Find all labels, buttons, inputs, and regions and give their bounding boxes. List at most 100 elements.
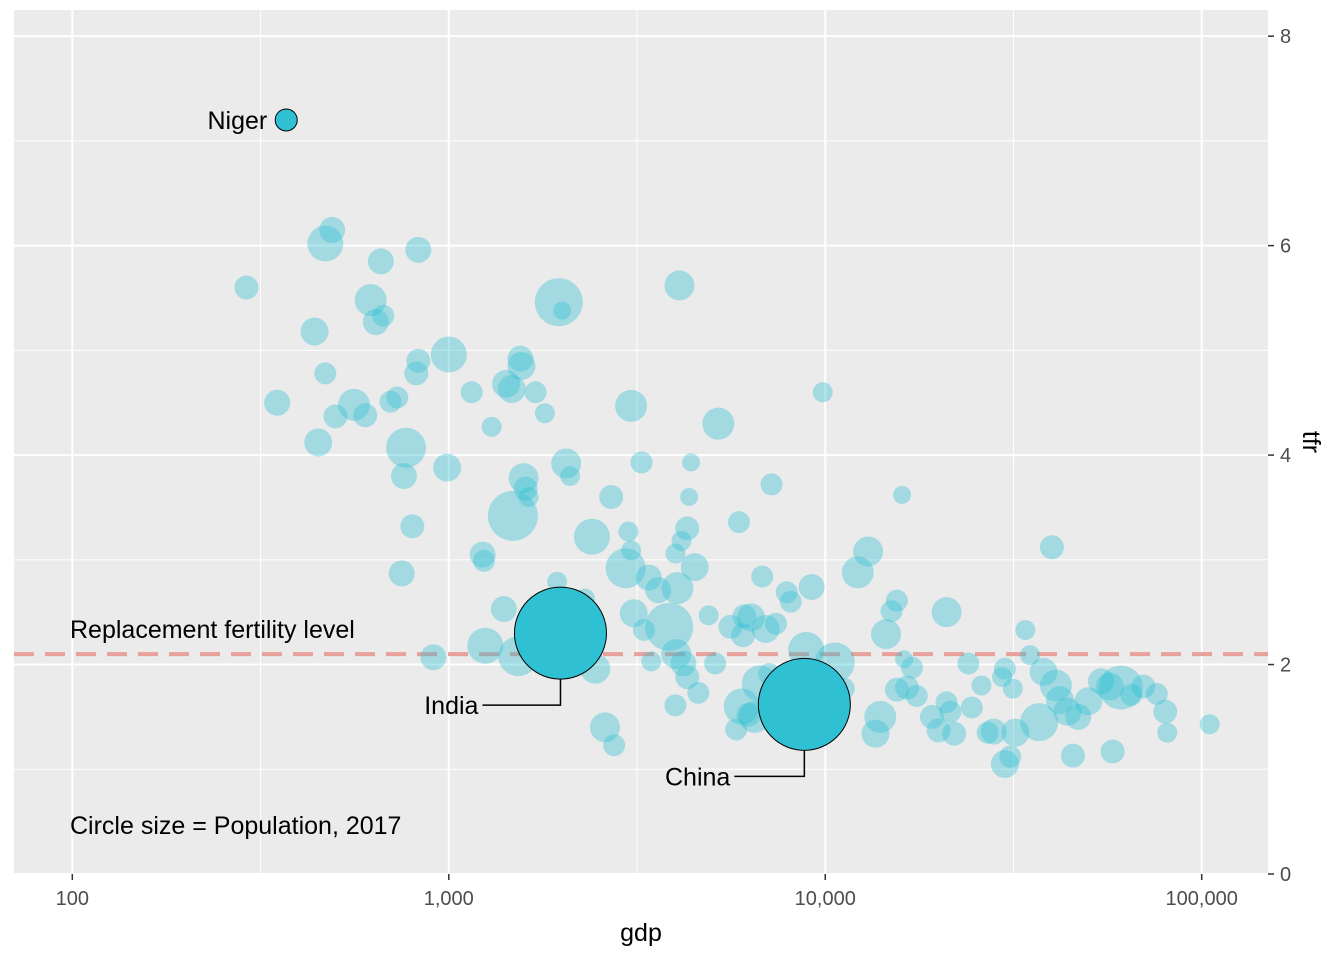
country-point	[573, 518, 610, 555]
y-tick-label: 0	[1280, 864, 1291, 886]
country-point	[853, 536, 884, 567]
country-point	[999, 745, 1022, 768]
country-point	[731, 623, 756, 648]
x-tick-label: 100	[56, 888, 89, 910]
country-point	[779, 590, 802, 613]
country-point	[314, 362, 337, 385]
country-point	[725, 718, 748, 741]
country-point	[534, 278, 583, 327]
country-point	[675, 516, 700, 541]
country-point	[487, 490, 538, 541]
y-tick-label: 8	[1280, 26, 1291, 48]
x-tick-label: 100,000	[1166, 888, 1238, 910]
country-point	[645, 602, 694, 651]
axes: 100 1,000 10,000 100,000 0 2 4 6 8	[56, 26, 1291, 910]
country-point	[670, 650, 697, 677]
replacement-fertility-label: Replacement fertility level	[70, 616, 355, 644]
country-point	[884, 677, 909, 702]
country-point	[1131, 674, 1156, 699]
country-point	[992, 667, 1013, 688]
country-point	[234, 275, 259, 300]
country-point	[661, 572, 694, 605]
country-point	[687, 681, 710, 704]
highlight-point-india	[513, 586, 607, 680]
country-point	[727, 511, 750, 534]
country-point	[1199, 714, 1220, 735]
country-point	[400, 514, 425, 539]
country-point	[1029, 657, 1058, 686]
country-point	[905, 684, 928, 707]
country-point	[619, 599, 648, 628]
country-point	[481, 416, 502, 437]
country-label-niger: Niger	[207, 107, 267, 135]
country-point	[420, 644, 447, 671]
country-point	[405, 236, 432, 263]
country-point	[760, 473, 783, 496]
country-point	[893, 485, 912, 504]
country-point	[645, 577, 672, 604]
country-point	[507, 345, 534, 372]
country-label-india: India	[424, 692, 478, 720]
country-point	[1098, 665, 1143, 710]
country-point	[1039, 535, 1064, 560]
country-point	[354, 284, 387, 317]
country-point	[864, 700, 897, 733]
country-point	[1020, 703, 1059, 742]
x-tick-label: 1,000	[424, 888, 474, 910]
country-point	[630, 451, 653, 474]
x-axis-title: gdp	[620, 919, 662, 947]
country-point	[812, 382, 833, 403]
country-point	[732, 604, 757, 629]
country-point	[1053, 697, 1082, 726]
country-point	[751, 614, 780, 643]
country-point	[661, 639, 692, 670]
country-point	[675, 665, 700, 690]
country-point	[980, 718, 1007, 745]
country-point	[379, 390, 402, 413]
country-point	[942, 721, 967, 746]
country-point	[935, 691, 958, 714]
country-point	[1153, 699, 1178, 724]
country-point	[704, 652, 727, 675]
country-point	[1100, 739, 1125, 764]
country-point	[524, 381, 547, 404]
country-point	[798, 574, 825, 601]
country-point	[307, 225, 344, 262]
country-point	[960, 696, 983, 719]
country-point	[895, 650, 914, 669]
country-point	[1157, 722, 1178, 743]
country-point	[895, 675, 920, 700]
country-point	[469, 541, 496, 568]
country-point	[560, 466, 581, 487]
country-point	[590, 712, 621, 743]
y-tick-label: 6	[1280, 236, 1291, 258]
country-point	[353, 403, 378, 428]
country-point	[433, 453, 462, 482]
country-point	[993, 657, 1016, 680]
country-point	[1001, 718, 1030, 747]
country-point	[621, 540, 642, 561]
country-point	[641, 651, 662, 672]
country-point	[976, 721, 999, 744]
country-point	[841, 556, 874, 589]
country-point	[939, 700, 962, 723]
country-point	[680, 553, 709, 582]
country-point	[460, 381, 483, 404]
y-tick-label: 2	[1280, 655, 1291, 677]
country-point	[919, 704, 944, 729]
country-point	[615, 389, 648, 422]
country-point	[1015, 619, 1036, 640]
country-point	[665, 543, 686, 564]
country-point	[736, 603, 765, 632]
country-point	[507, 352, 536, 381]
country-point	[264, 389, 291, 416]
country-point	[931, 597, 962, 628]
country-point	[304, 428, 333, 457]
country-point	[990, 750, 1019, 779]
country-point	[534, 403, 555, 424]
country-point	[497, 375, 526, 404]
country-point	[880, 600, 903, 623]
country-point	[337, 388, 370, 421]
country-point	[1095, 672, 1124, 701]
